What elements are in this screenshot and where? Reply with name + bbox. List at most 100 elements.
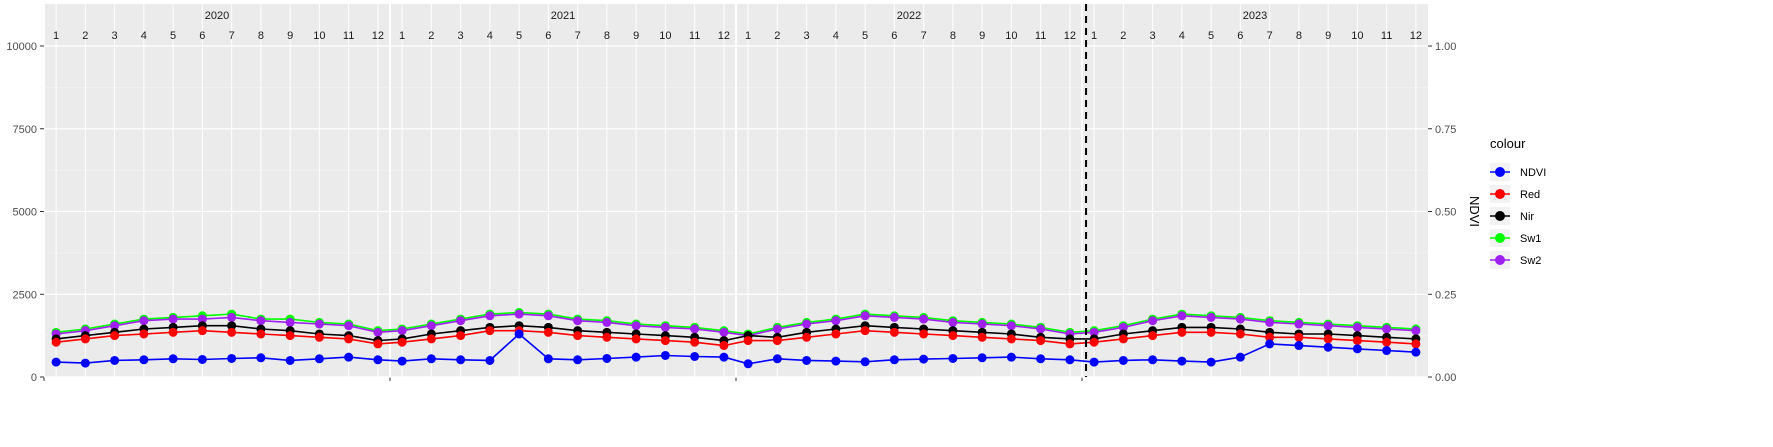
series-point-red (948, 331, 958, 341)
year-label: 2022 (897, 10, 921, 22)
series-line-ndvi (56, 332, 1416, 365)
series-point-red (1411, 339, 1421, 349)
series-point-sw2 (573, 316, 583, 326)
legend-item-label: Sw1 (1520, 233, 1541, 245)
month-label: 5 (170, 30, 176, 42)
legend-key-point (1495, 233, 1505, 243)
series-point-ndvi (1352, 344, 1362, 354)
series-point-red (1148, 331, 1158, 341)
series-point-red (719, 341, 729, 351)
series-point-ndvi (1265, 339, 1275, 349)
month-label: 9 (1325, 30, 1331, 42)
month-label: 1 (1091, 30, 1097, 42)
month-label: 11 (689, 30, 700, 42)
series-point-red (1352, 336, 1362, 346)
series-point-sw2 (1235, 314, 1245, 324)
series-point-red (314, 332, 324, 342)
series-point-ndvi (1323, 342, 1333, 352)
month-label: 9 (979, 30, 985, 42)
y-right-tick-label: 0.75 (1435, 124, 1456, 136)
series-point-red (860, 326, 870, 336)
series-point-ndvi (690, 351, 700, 361)
series-point-ndvi (1118, 355, 1128, 365)
month-label: 10 (1351, 30, 1363, 42)
series-point-ndvi (456, 355, 466, 365)
series-point-ndvi (1382, 346, 1392, 356)
series-point-ndvi (1065, 355, 1075, 365)
series-point-ndvi (197, 354, 207, 364)
y-left-tick-label: 10000 (6, 41, 37, 53)
series-line-sw1 (56, 311, 1416, 335)
series-point-sw2 (919, 314, 929, 324)
y-left-tick-label: 2500 (13, 289, 37, 301)
y-right-axis-label: NDVI (1467, 196, 1482, 227)
series-point-sw2 (719, 327, 729, 337)
y-right-tick-label: 0.00 (1435, 372, 1456, 384)
legend-item-label: Nir (1520, 211, 1534, 223)
month-label: 1 (53, 30, 59, 42)
series-point-red (426, 334, 436, 344)
series-point-sw2 (860, 311, 870, 321)
month-label: 8 (950, 30, 956, 42)
series-point-sw2 (373, 327, 383, 337)
series-point-ndvi (1206, 357, 1216, 367)
legend-item-label: NDVI (1520, 167, 1546, 179)
series-point-ndvi (168, 354, 178, 364)
series-point-red (1382, 337, 1392, 347)
month-label: 8 (258, 30, 264, 42)
series-point-ndvi (573, 355, 583, 365)
series-point-sw2 (1411, 326, 1421, 336)
series-point-sw2 (1352, 322, 1362, 332)
series-point-ndvi (631, 352, 641, 362)
month-label: 7 (575, 30, 581, 42)
series-point-ndvi (1235, 352, 1245, 362)
series-point-red (602, 332, 612, 342)
y-left-tick-label: 7500 (13, 124, 37, 136)
month-label: 7 (921, 30, 927, 42)
series-point-ndvi (285, 355, 295, 365)
month-label: 8 (1296, 30, 1302, 42)
legend-key-point (1495, 255, 1505, 265)
series-point-sw2 (1265, 317, 1275, 327)
series-point-red (631, 334, 641, 344)
series-point-ndvi (1036, 354, 1046, 364)
series-point-sw2 (197, 314, 207, 324)
series-point-ndvi (1294, 341, 1304, 351)
series-point-red (743, 336, 753, 346)
series-point-sw2 (344, 321, 354, 331)
series-point-red (1065, 339, 1075, 349)
month-label: 4 (833, 30, 839, 42)
month-label: 2 (428, 30, 434, 42)
series-point-sw2 (772, 324, 782, 334)
series-point-ndvi (1006, 352, 1016, 362)
series-point-sw2 (1148, 316, 1158, 326)
series-point-red (1006, 334, 1016, 344)
series-point-red (139, 329, 149, 339)
month-label: 12 (1410, 30, 1422, 42)
month-label: 10 (313, 30, 325, 42)
legend-item-label: Red (1520, 189, 1540, 201)
series-point-ndvi (514, 329, 524, 339)
month-label: 1 (745, 30, 751, 42)
series-point-sw2 (1118, 322, 1128, 332)
series-point-sw2 (139, 316, 149, 326)
series-point-sw2 (1089, 327, 1099, 337)
series-point-red (543, 327, 553, 337)
series-line-red (56, 329, 1416, 347)
month-label: 6 (545, 30, 551, 42)
series-point-ndvi (80, 358, 90, 368)
month-label: 3 (1150, 30, 1156, 42)
legend-title: colour (1490, 136, 1526, 151)
series-point-ndvi (139, 355, 149, 365)
series-point-ndvi (373, 355, 383, 365)
series-point-ndvi (1089, 357, 1099, 367)
month-label: 3 (112, 30, 118, 42)
series-point-sw2 (397, 326, 407, 336)
series-point-red (1323, 334, 1333, 344)
month-label: 3 (804, 30, 810, 42)
year-label: 2023 (1243, 10, 1267, 22)
series-point-ndvi (977, 353, 987, 363)
series-point-red (456, 331, 466, 341)
